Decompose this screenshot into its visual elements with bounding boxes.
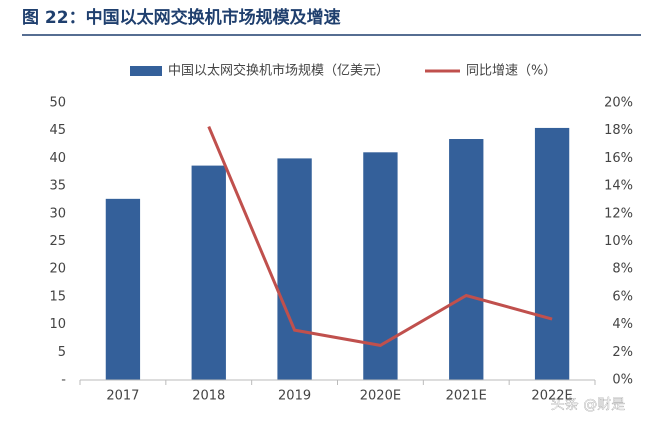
y2-tick-label: 14%	[604, 179, 633, 194]
x-tick-label: 2017	[106, 389, 139, 404]
y-tick-label: 20	[49, 262, 66, 277]
bar	[449, 139, 484, 380]
y2-tick-label: 2%	[612, 345, 633, 360]
y-tick-label: 10	[49, 317, 66, 332]
y2-tick-label: 16%	[604, 151, 633, 166]
x-tick-label: 2020E	[360, 389, 401, 404]
x-tick-label: 2019	[278, 389, 311, 404]
y2-tick-label: 10%	[604, 234, 633, 249]
bar	[534, 127, 570, 381]
y-tick-label: 35	[49, 179, 66, 194]
bar	[105, 198, 141, 380]
legend-label: 中国以太网交换机市场规模（亿美元）	[168, 63, 389, 79]
y2-tick-label: 4%	[612, 317, 633, 332]
x-tick-label: 2021E	[446, 389, 487, 404]
y2-tick-label: 0%	[612, 373, 633, 388]
legend-label: 同比增速（%）	[466, 64, 556, 79]
y-tick-label: 15	[49, 289, 66, 304]
x-tick-label: 2022E	[531, 389, 572, 404]
y-tick-label: 5	[58, 345, 66, 360]
y2-tick-label: 20%	[604, 96, 633, 111]
bar	[191, 165, 226, 380]
y-tick-label: 50	[49, 96, 66, 111]
y-tick-label: 30	[49, 206, 66, 221]
bar	[277, 158, 312, 380]
legend-swatch-bar	[130, 66, 162, 76]
chart-title: 图 22：中国以太网交换机市场规模及增速	[22, 7, 341, 28]
y2-tick-label: 6%	[612, 289, 633, 304]
x-tick-label: 2018	[192, 389, 225, 404]
y-tick-label: -	[61, 373, 66, 388]
y-tick-label: 45	[49, 123, 66, 138]
y-tick-label: 40	[49, 151, 66, 166]
y-tick-label: 25	[49, 234, 66, 249]
line	[207, 125, 553, 347]
y2-tick-label: 18%	[604, 123, 633, 138]
watermark: 头条 @财是	[551, 396, 625, 413]
y2-tick-label: 8%	[612, 262, 633, 277]
y2-tick-label: 12%	[604, 206, 633, 221]
